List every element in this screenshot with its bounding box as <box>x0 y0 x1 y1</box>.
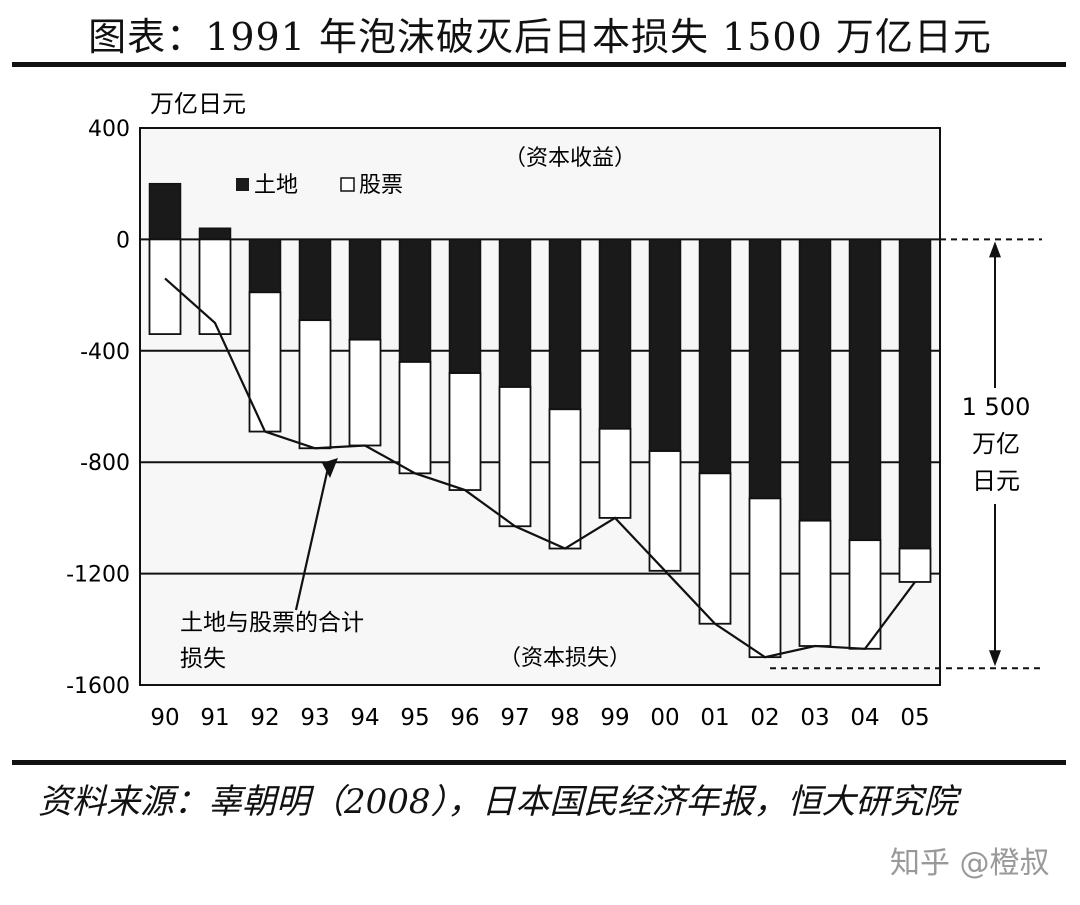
source-note: 资料来源：辜朝明（2008），日本国民经济年报，恒大研究院 <box>38 782 958 822</box>
span-label-bg <box>962 388 1030 504</box>
x-tick-label: 92 <box>250 705 279 731</box>
x-tick-label: 00 <box>650 705 679 731</box>
span-arrowhead-top <box>989 241 1001 258</box>
watermark: 知乎 @橙叔 <box>890 846 1050 881</box>
bar-stock-04 <box>848 539 882 650</box>
bar-land-93 <box>298 238 332 321</box>
bar-land-04 <box>848 238 882 541</box>
x-tick-label: 98 <box>550 705 579 731</box>
total-loss-line <box>164 277 916 659</box>
bar-land-01 <box>698 238 732 475</box>
legend-stock-label: 股票 <box>359 173 403 198</box>
bar-land-97 <box>498 238 532 388</box>
x-tick-label: 01 <box>700 705 729 731</box>
legend-land-label: 土地 <box>254 173 298 198</box>
bar-land-94 <box>348 238 382 341</box>
bar-stock-92 <box>248 291 282 433</box>
x-tick-label: 90 <box>150 705 179 731</box>
x-tick-label: 05 <box>900 705 929 731</box>
x-tick-label: 95 <box>400 705 429 731</box>
bar-stock-02 <box>748 497 782 659</box>
annotation-arrow <box>294 467 330 611</box>
legend-stock-swatch <box>340 177 355 192</box>
bar-land-92 <box>248 238 282 294</box>
span-label-2: 日元 <box>972 467 1020 495</box>
top-rule <box>12 62 1066 67</box>
x-tick-label: 91 <box>200 705 229 731</box>
bar-stock-00 <box>648 450 682 572</box>
bar-stock-94 <box>348 338 382 447</box>
x-tick-label: 04 <box>850 705 879 731</box>
bar-stock-93 <box>298 319 332 450</box>
y-tick-label: 400 <box>88 117 130 142</box>
bar-stock-96 <box>448 372 482 491</box>
x-tick-label: 96 <box>450 705 479 731</box>
bar-land-99 <box>598 238 632 430</box>
x-tick-label: 02 <box>750 705 779 731</box>
y-tick-label: 0 <box>116 228 130 253</box>
legend-land-swatch <box>236 178 249 191</box>
bar-land-02 <box>748 238 782 500</box>
span-arrowhead-bottom <box>989 650 1001 667</box>
y-tick-label: -1200 <box>66 563 130 588</box>
bar-stock-05 <box>898 547 932 583</box>
span-label-0: 1 500 <box>962 393 1031 421</box>
annotation-arrowhead <box>322 458 338 478</box>
x-tick-label: 93 <box>300 705 329 731</box>
bar-stock-03 <box>798 519 832 647</box>
bar-land-03 <box>798 238 832 522</box>
bottom-rule <box>12 760 1066 765</box>
bar-land-05 <box>898 238 932 550</box>
bar-stock-99 <box>598 427 632 519</box>
x-tick-label: 94 <box>350 705 379 731</box>
bar-land-96 <box>448 238 482 374</box>
annotation-capital-loss: （资本损失） <box>499 646 631 671</box>
bar-land-90 <box>148 182 182 241</box>
bar-land-00 <box>648 238 682 452</box>
bar-stock-91 <box>198 238 232 335</box>
x-tick-label: 97 <box>500 705 529 731</box>
bar-stock-01 <box>698 472 732 625</box>
y-tick-label: -1600 <box>66 674 130 699</box>
annotation-capital-gain: （资本收益） <box>504 146 636 171</box>
bar-land-98 <box>548 238 582 411</box>
span-label-1: 万亿 <box>972 430 1020 458</box>
y-axis-label: 万亿日元 <box>150 90 246 118</box>
y-tick-label: -800 <box>80 451 130 476</box>
page-title: 图表：1991 年泡沫破灭后日本损失 1500 万亿日元 <box>88 15 992 59</box>
bar-stock-97 <box>498 386 532 528</box>
annotation-total-line1: 土地与股票的合计 <box>180 610 364 636</box>
bar-stock-95 <box>398 361 432 475</box>
x-tick-label: 03 <box>800 705 829 731</box>
bar-land-91 <box>198 227 232 241</box>
annotation-total-line2: 损失 <box>180 646 226 672</box>
bar-stock-98 <box>548 408 582 550</box>
y-tick-label: -400 <box>80 340 130 365</box>
x-tick-label: 99 <box>600 705 629 731</box>
bar-land-95 <box>398 238 432 363</box>
